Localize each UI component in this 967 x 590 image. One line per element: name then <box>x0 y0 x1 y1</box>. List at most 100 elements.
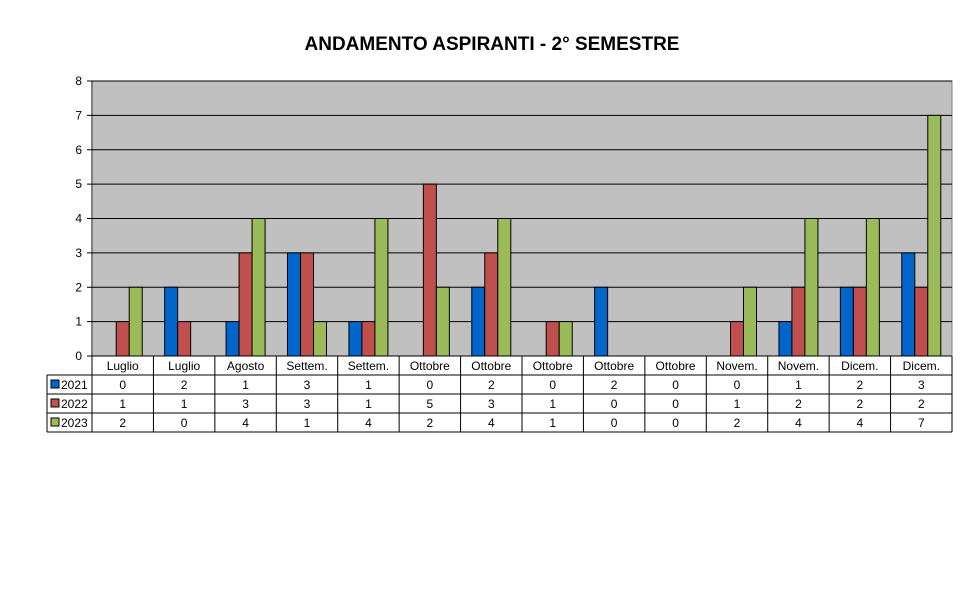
data-label: 2 <box>857 378 864 392</box>
data-label: 0 <box>119 378 126 392</box>
y-tick-label: 0 <box>75 349 82 363</box>
bar-2022 <box>177 321 192 357</box>
legend-label-2023: 2023 <box>61 416 88 430</box>
data-label: 2 <box>427 416 434 430</box>
data-label: 1 <box>181 397 188 411</box>
bar-2022 <box>361 321 376 357</box>
bar-2022 <box>238 252 253 357</box>
bar-2022 <box>545 321 560 357</box>
bar-2023 <box>313 321 327 357</box>
data-label: 2 <box>611 378 618 392</box>
category-label: Luglio <box>107 359 139 373</box>
data-label: 0 <box>549 378 556 392</box>
bar-2023 <box>804 218 819 357</box>
data-label: 1 <box>119 397 126 411</box>
bar-2021 <box>164 286 179 357</box>
data-label: 7 <box>918 416 925 430</box>
category-label: Ottobre <box>594 359 634 373</box>
data-label: 2 <box>181 378 188 392</box>
bar-2022 <box>484 252 499 357</box>
data-label: 3 <box>918 378 925 392</box>
bar-2021 <box>225 321 240 357</box>
bar-2023 <box>865 218 880 357</box>
bar-2022 <box>791 286 806 357</box>
data-label: 1 <box>795 378 802 392</box>
y-tick-label: 7 <box>75 108 82 122</box>
bar-2021 <box>594 286 609 357</box>
data-label: 0 <box>672 416 679 430</box>
category-label: Dicem. <box>841 359 878 373</box>
legend-key-2023 <box>50 417 60 427</box>
bar-2021 <box>348 321 363 357</box>
data-label: 0 <box>734 378 741 392</box>
data-label: 2 <box>857 397 864 411</box>
data-label: 1 <box>549 416 556 430</box>
data-label: 0 <box>611 416 618 430</box>
legend-key-2022 <box>50 398 60 408</box>
data-label: 2 <box>734 416 741 430</box>
bar-2023 <box>128 286 143 357</box>
data-label: 4 <box>242 416 249 430</box>
y-tick-label: 2 <box>75 280 82 294</box>
data-label: 1 <box>549 397 556 411</box>
chart-title: ANDAMENTO ASPIRANTI - 2° SEMESTRE <box>305 34 680 55</box>
legend-label-2021: 2021 <box>61 378 88 392</box>
category-label: Ottobre <box>471 359 511 373</box>
category-label: Ottobre <box>656 359 696 373</box>
data-label: 0 <box>672 397 679 411</box>
bar-2023 <box>927 114 942 357</box>
bar-2021 <box>839 286 854 357</box>
bar-2023 <box>251 218 266 357</box>
data-label: 2 <box>488 378 495 392</box>
bar-2022 <box>914 286 929 357</box>
data-label: 3 <box>304 378 311 392</box>
data-label: 3 <box>304 397 311 411</box>
data-table: Luglio Luglio Agosto Settem. Settem. Ottobre O… <box>46 355 953 433</box>
legend-key-2021 <box>50 379 60 389</box>
plot-area: 0 1 2 3 4 5 6 7 8 <box>75 74 953 363</box>
category-label: Ottobre <box>410 359 450 373</box>
bar-2022 <box>115 321 130 357</box>
data-label: 3 <box>488 397 495 411</box>
bar-2022 <box>730 321 744 357</box>
data-label: 1 <box>242 378 249 392</box>
data-label: 4 <box>488 416 495 430</box>
data-label: 0 <box>427 378 434 392</box>
data-label: 5 <box>427 397 434 411</box>
bar-2021 <box>287 252 301 357</box>
bar-2021 <box>471 286 486 357</box>
y-tick-label: 5 <box>75 177 82 191</box>
category-label: Agosto <box>227 359 265 373</box>
data-label: 4 <box>857 416 864 430</box>
category-label: Ottobre <box>533 359 573 373</box>
data-label: 1 <box>734 397 741 411</box>
y-tick-label: 8 <box>75 74 82 88</box>
data-label: 4 <box>365 416 372 430</box>
data-label: 1 <box>365 378 372 392</box>
data-label: 0 <box>611 397 618 411</box>
bar-2022 <box>852 286 867 357</box>
data-label: 1 <box>365 397 372 411</box>
bar-2023 <box>435 286 450 357</box>
bar-2023 <box>558 321 573 357</box>
category-label: Dicem. <box>903 359 940 373</box>
data-label: 0 <box>672 378 679 392</box>
y-tick-label: 3 <box>75 246 82 260</box>
y-tick-label: 1 <box>75 315 82 329</box>
y-tick-label: 4 <box>75 212 82 226</box>
data-label: 0 <box>181 416 188 430</box>
category-label: Novem. <box>778 359 819 373</box>
data-label: 4 <box>795 416 802 430</box>
data-label: 3 <box>242 397 249 411</box>
category-label: Luglio <box>168 359 200 373</box>
y-tick-label: 6 <box>75 143 82 157</box>
bar-2022 <box>422 183 437 357</box>
data-label: 2 <box>795 397 802 411</box>
legend-label-2022: 2022 <box>61 397 88 411</box>
bar-2023 <box>743 286 757 357</box>
bar-2022 <box>300 252 314 357</box>
data-label: 1 <box>304 416 311 430</box>
data-label: 2 <box>119 416 126 430</box>
bar-2021 <box>778 321 793 357</box>
